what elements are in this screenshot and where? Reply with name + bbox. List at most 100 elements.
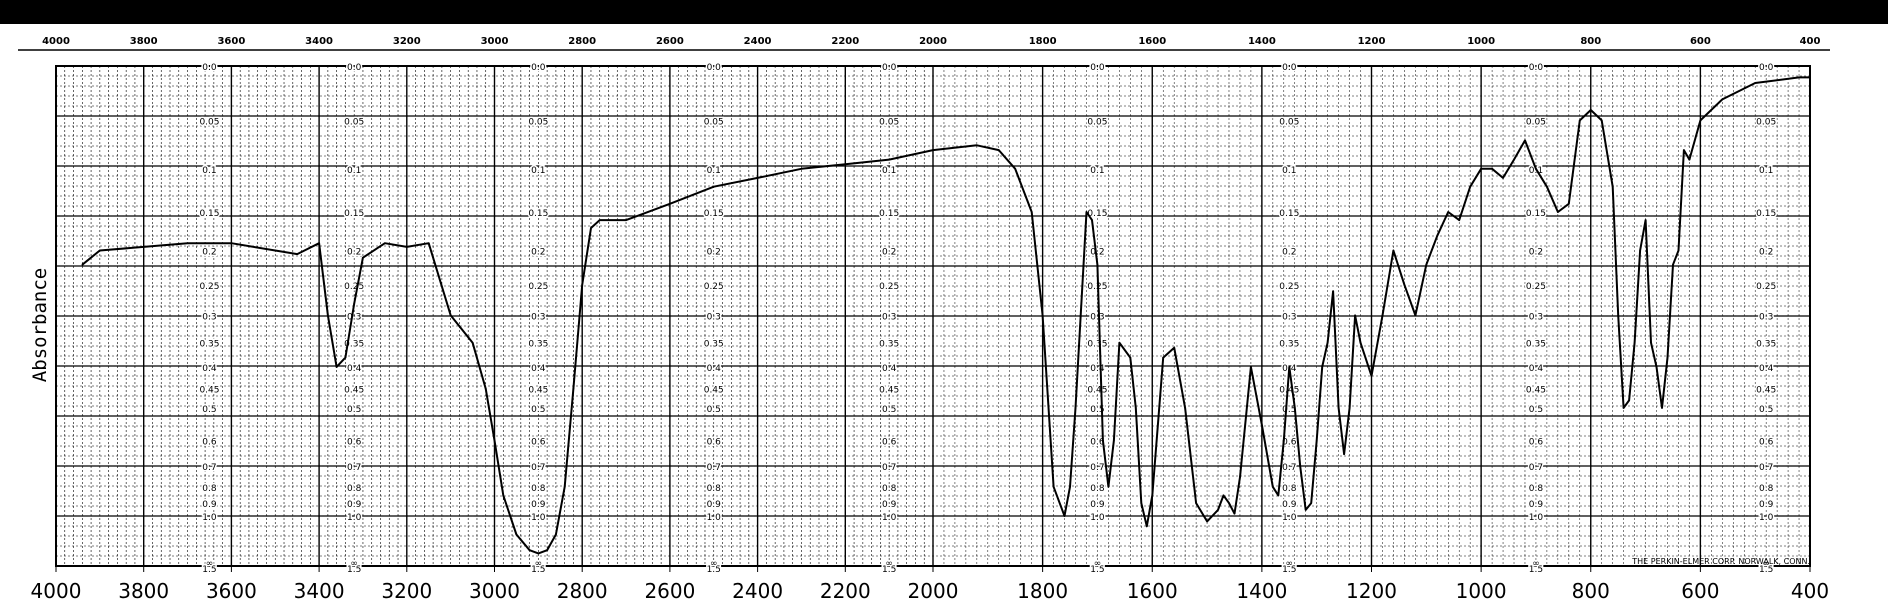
absorbance-tick-label: 0.3: [1282, 312, 1296, 322]
spectrum-point: [976, 144, 978, 147]
absorbance-tick-label: 0.7: [202, 463, 216, 473]
spectrum-point: [1600, 119, 1603, 122]
absorbance-tick-label: 1.5: [202, 565, 216, 575]
spectrum-point: [1578, 119, 1581, 122]
absorbance-tick-label: 0.05: [1756, 117, 1776, 127]
absorbance-tick-label: 0.8: [347, 484, 362, 494]
spectrum-point: [1617, 314, 1619, 317]
spectrum-point: [1557, 211, 1559, 213]
spectrum-point: [1239, 476, 1241, 478]
spectrum-point: [296, 253, 298, 255]
spectrum-point: [932, 149, 934, 151]
spectrum-point: [1145, 525, 1148, 528]
absorbance-tick-label: ∞: [1094, 559, 1102, 569]
absorbance-tick-label: 1.0: [202, 513, 217, 523]
absorbance-tick-label: 0.8: [1090, 484, 1105, 494]
absorbance-tick-label: 0.25: [879, 282, 899, 292]
spectrum-point: [1683, 149, 1685, 151]
spectrum-point: [1113, 439, 1115, 442]
spectrum-point: [1639, 249, 1641, 252]
spectrum-point: [625, 219, 627, 221]
spectrum-point: [1052, 485, 1055, 488]
top-tick-label: 4000: [42, 36, 70, 47]
absorbance-tick-label: 1.0: [1282, 513, 1297, 523]
spectrum-point: [1628, 399, 1630, 402]
spectrum-point: [1348, 407, 1351, 409]
absorbance-tick-label: 0.5: [882, 405, 896, 415]
spectrum-point: [1343, 453, 1345, 455]
spectrum-point: [1568, 202, 1570, 205]
absorbance-tick-label: ∞: [1762, 559, 1770, 569]
spectrum-point: [1332, 290, 1334, 293]
absorbance-tick-label: 0.35: [1756, 340, 1776, 350]
absorbance-tick-label: 0.8: [707, 484, 722, 494]
absorbance-tick-label: 0.35: [1087, 340, 1107, 350]
spectrum-point: [1102, 439, 1104, 442]
absorbance-tick-label: 1.5: [1282, 565, 1296, 575]
absorbance-tick-label: 0.25: [344, 282, 364, 292]
absorbance-tick-label: 0.8: [531, 484, 546, 494]
spectrum-point: [1546, 185, 1548, 188]
absorbance-tick-label: 0.3: [1529, 312, 1543, 322]
absorbance-tick-label: 0.0: [202, 63, 217, 73]
absorbance-tick-label: 0.7: [1529, 463, 1543, 473]
absorbance-tick-label: 0.8: [882, 484, 897, 494]
spectrum-point: [1644, 219, 1647, 221]
bottom-tick-label: 1200: [1346, 579, 1397, 603]
absorbance-tick-label: 0.6: [202, 437, 217, 447]
spectrum-point: [1173, 346, 1175, 349]
spectrum-point: [1250, 366, 1252, 368]
absorbance-tick-label: 0.25: [528, 282, 548, 292]
absorbance-tick-label: 0.5: [1529, 405, 1543, 415]
absorbance-tick-label: 0.25: [704, 282, 724, 292]
absorbance-tick-label: 0.4: [1529, 364, 1544, 374]
bottom-tick-label: 2000: [908, 579, 959, 603]
absorbance-tick-label: 0.15: [528, 209, 548, 219]
absorbance-tick-label: 0.45: [879, 386, 899, 396]
absorbance-tick-label: 0.2: [707, 248, 721, 258]
spectrum-point: [1354, 314, 1356, 317]
spectrum-point: [335, 366, 338, 368]
absorbance-tick-label: 1.5: [347, 565, 361, 575]
spectrum-point: [449, 314, 452, 317]
absorbance-tick-label: 0.15: [879, 209, 899, 219]
absorbance-tick-label: 1.5: [1759, 565, 1773, 575]
spectrum-point: [427, 242, 430, 244]
absorbance-tick-label: ∞: [1532, 559, 1540, 569]
absorbance-tick-label: 0.0: [531, 63, 546, 73]
absorbance-tick-label: 0.4: [347, 364, 362, 374]
absorbance-tick-label: 0.05: [199, 117, 219, 127]
absorbance-tick-label: 0.2: [347, 248, 361, 258]
absorbance-tick-label: 0.15: [1279, 209, 1299, 219]
spectrum-point: [1589, 109, 1592, 111]
absorbance-tick-label: 0.25: [1756, 282, 1776, 292]
spectrum-point: [1469, 185, 1471, 188]
spectrum-point: [327, 314, 329, 317]
absorbance-tick-label: 0.9: [882, 500, 897, 510]
absorbance-tick-label: 0.5: [707, 405, 721, 415]
absorbance-tick-label: 0.5: [1759, 405, 1773, 415]
spectrum-point: [1425, 263, 1428, 266]
spectrum-point: [1502, 177, 1504, 179]
spectrum-point: [142, 246, 145, 248]
bottom-tick-label: 1000: [1456, 579, 1507, 603]
absorbance-tick-label: 0.3: [1759, 312, 1773, 322]
absorbance-tick-label: 0.1: [1282, 166, 1296, 176]
bottom-tick-label: 2800: [557, 579, 608, 603]
top-tick-label: 3800: [130, 36, 158, 47]
spectrum-point: [1118, 341, 1121, 344]
absorbance-tick-label: 1.5: [707, 565, 721, 575]
spectrum-point: [384, 242, 386, 244]
absorbance-tick-label: 1.5: [531, 565, 545, 575]
absorbance-tick-label: 0.0: [707, 63, 722, 73]
bottom-tick-label: 3400: [294, 579, 345, 603]
spectrum-point: [493, 439, 496, 442]
spectrum-point: [1491, 168, 1493, 170]
spectrum-point: [1414, 314, 1417, 317]
spectrum-point: [81, 263, 84, 266]
absorbance-tick-label: 1.5: [882, 565, 896, 575]
spectrum-point: [1633, 341, 1636, 344]
spectrum-point: [1293, 407, 1296, 409]
absorbance-tick-label: 0.4: [882, 364, 897, 374]
absorbance-tick-label: 1.0: [531, 513, 546, 523]
